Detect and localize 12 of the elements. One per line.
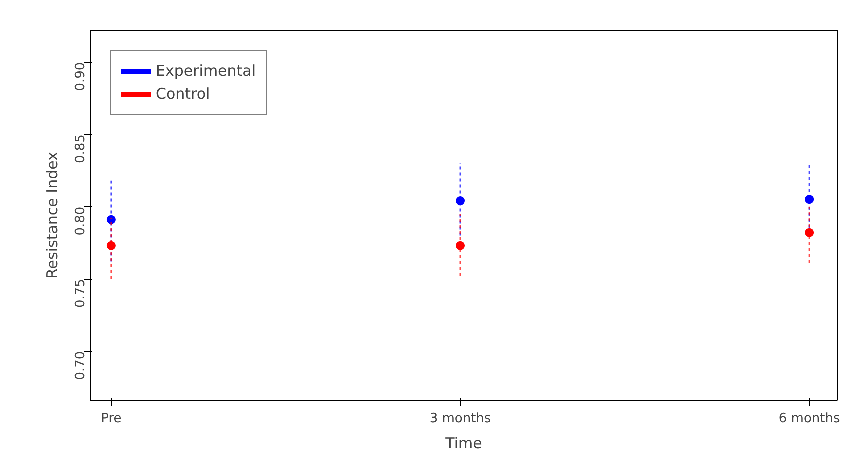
x-tick-label: Pre [101, 412, 122, 426]
y-tick-label: 0.90 [74, 62, 88, 92]
x-tick-label: 6 months [778, 412, 840, 426]
x-tick-label: 3 months [430, 412, 492, 426]
legend-label: Experimental [156, 62, 256, 80]
y-tick-label: 0.70 [74, 351, 88, 380]
y-tick-label: 0.85 [74, 134, 88, 164]
y-tick-label: 0.75 [74, 279, 88, 308]
y-tick-label: 0.80 [74, 206, 88, 236]
x-axis-title: Time [444, 434, 482, 452]
legend-label: Control [156, 85, 210, 103]
y-axis-title: Resistance Index [44, 152, 62, 279]
